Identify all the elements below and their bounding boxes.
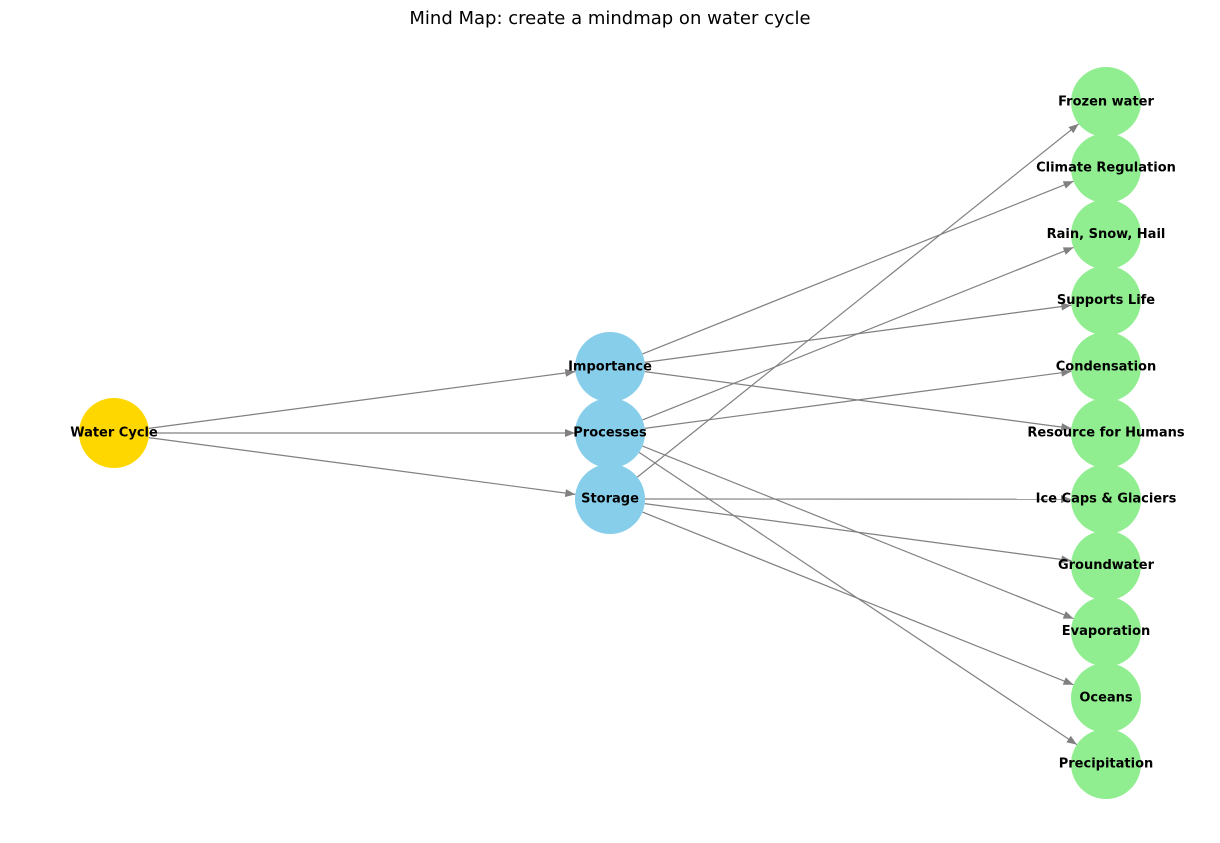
node-label-storage: Storage — [581, 492, 639, 507]
edge-importance-to-climate-regulation — [642, 180, 1074, 355]
node-storage: Storage — [575, 464, 645, 534]
node-circle-groundwater — [1071, 530, 1141, 601]
node-label-processes: Processes — [573, 426, 647, 441]
node-layer: Water Cycle Importance Processes Storage Fro… — [70, 67, 1185, 799]
node-groundwater: Groundwater — [1058, 530, 1155, 601]
node-evaporation: Evaporation — [1062, 596, 1150, 667]
node-circle-resource-for-humans — [1071, 398, 1141, 468]
node-circle-supports-life — [1071, 265, 1141, 336]
node-climate-regulation: Climate Regulation — [1036, 133, 1176, 204]
edge-layer — [148, 123, 1080, 746]
node-processes: Processes — [573, 398, 647, 468]
edge-storage-to-frozen-water — [636, 123, 1080, 478]
node-supports-life: Supports Life — [1057, 265, 1155, 336]
node-label-rain-snow-hail: Rain, Snow, Hail — [1047, 227, 1166, 242]
node-circle-evaporation — [1071, 596, 1141, 667]
node-label-ice-caps-glaciers: Ice Caps & Glaciers — [1036, 492, 1177, 507]
node-label-frozen-water: Frozen water — [1058, 95, 1154, 110]
edge-water-cycle-to-importance — [148, 368, 576, 429]
node-label-condensation: Condensation — [1056, 359, 1156, 374]
node-circle-storage — [575, 464, 645, 534]
node-label-water-cycle: Water Cycle — [70, 426, 158, 441]
node-oceans: Oceans — [1071, 662, 1141, 733]
edge-storage-to-oceans — [642, 511, 1074, 686]
node-circle-importance — [575, 332, 645, 402]
node-importance: Importance — [568, 332, 652, 402]
edge-water-cycle-to-storage — [148, 437, 576, 498]
node-circle-rain-snow-hail — [1071, 199, 1141, 270]
node-label-resource-for-humans: Resource for Humans — [1027, 426, 1184, 441]
edge-processes-to-condensation — [644, 368, 1072, 429]
diagram-title: Mind Map: create a mindmap on water cycl… — [409, 8, 811, 29]
edge-storage-to-groundwater — [644, 503, 1072, 564]
node-label-precipitation: Precipitation — [1059, 757, 1154, 772]
node-label-groundwater: Groundwater — [1058, 558, 1155, 573]
node-circle-water-cycle — [79, 398, 149, 468]
node-circle-ice-caps-glaciers — [1071, 464, 1141, 535]
node-circle-precipitation — [1071, 729, 1141, 799]
node-circle-processes — [575, 398, 645, 468]
node-circle-oceans — [1071, 662, 1141, 733]
node-label-importance: Importance — [568, 360, 652, 375]
node-label-oceans: Oceans — [1079, 690, 1133, 705]
edge-processes-to-rain-snow-hail — [642, 246, 1074, 421]
node-label-climate-regulation: Climate Regulation — [1036, 161, 1176, 176]
node-label-supports-life: Supports Life — [1057, 293, 1155, 308]
node-circle-frozen-water — [1071, 67, 1141, 137]
node-circle-condensation — [1071, 331, 1141, 402]
node-circle-climate-regulation — [1071, 133, 1141, 204]
node-label-evaporation: Evaporation — [1062, 624, 1150, 639]
node-ice-caps-glaciers: Ice Caps & Glaciers — [1036, 464, 1177, 535]
node-resource-for-humans: Resource for Humans — [1027, 398, 1185, 468]
node-precipitation: Precipitation — [1059, 729, 1154, 799]
node-rain-snow-hail: Rain, Snow, Hail — [1047, 199, 1166, 270]
node-condensation: Condensation — [1056, 331, 1156, 402]
node-frozen-water: Frozen water — [1058, 67, 1154, 137]
node-water-cycle: Water Cycle — [70, 398, 158, 468]
